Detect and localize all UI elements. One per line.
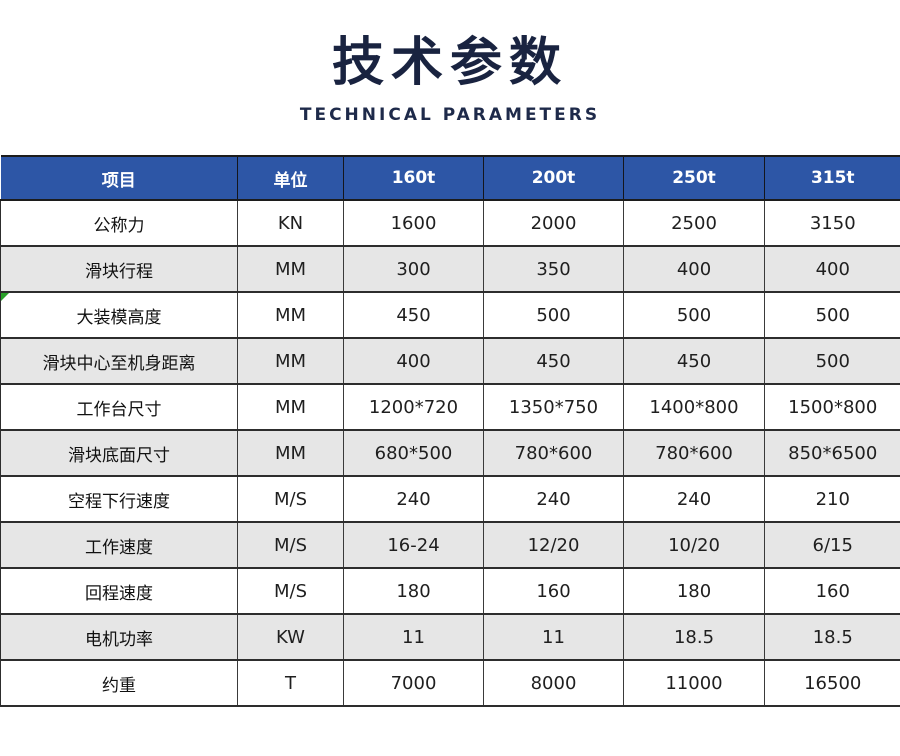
row-label: 公称力 (0, 199, 238, 247)
value-cell: 210 (764, 475, 900, 523)
value-cell: 850*6500 (764, 429, 900, 477)
cell-corner-marker-icon (1, 293, 9, 301)
row-label: 约重 (0, 659, 238, 707)
value-cell: 11 (483, 613, 624, 661)
value-cell: 780*600 (623, 429, 765, 477)
row-label: 大装模高度 (0, 291, 238, 339)
value-cell: 400 (343, 337, 484, 385)
value-cell: 180 (343, 567, 484, 615)
table-row: 工作速度 M/S 16-24 12/20 10/20 6/15 (0, 521, 900, 569)
value-cell: 300 (343, 245, 484, 293)
value-cell: 1200*720 (343, 383, 484, 431)
table-header-row: 项目 单位 160t 200t 250t 315t (0, 156, 900, 201)
value-cell: 10/20 (623, 521, 765, 569)
table-row: 滑块行程 MM 300 350 400 400 (0, 245, 900, 293)
row-label: 空程下行速度 (0, 475, 238, 523)
value-cell: 2500 (623, 199, 765, 247)
unit-cell: MM (237, 337, 344, 385)
value-cell: 12/20 (483, 521, 624, 569)
unit-cell: KN (237, 199, 344, 247)
row-label: 工作速度 (0, 521, 238, 569)
column-header-250t: 250t (623, 156, 765, 201)
column-header-unit: 单位 (237, 156, 344, 201)
value-cell: 240 (343, 475, 484, 523)
value-cell: 11000 (623, 659, 765, 707)
row-label: 滑块底面尺寸 (0, 429, 238, 477)
value-cell: 18.5 (623, 613, 765, 661)
table-row: 约重 T 7000 8000 11000 16500 (0, 659, 900, 707)
value-cell: 400 (764, 245, 900, 293)
value-cell: 240 (483, 475, 624, 523)
unit-cell: MM (237, 429, 344, 477)
table-row: 大装模高度 MM 450 500 500 500 (0, 291, 900, 339)
column-header-200t: 200t (483, 156, 624, 201)
value-cell: 500 (483, 291, 624, 339)
page-heading: 技术参数 TECHNICAL PARAMETERS (0, 33, 900, 125)
column-header-160t: 160t (343, 156, 484, 201)
value-cell: 500 (764, 337, 900, 385)
technical-parameters-table: 项目 单位 160t 200t 250t 315t 公称力 KN 1600 2000 2… (0, 155, 900, 707)
row-label: 工作台尺寸 (0, 383, 238, 431)
value-cell: 8000 (483, 659, 624, 707)
unit-cell: M/S (237, 567, 344, 615)
value-cell: 180 (623, 567, 765, 615)
row-label: 电机功率 (0, 613, 238, 661)
unit-cell: MM (237, 245, 344, 293)
value-cell: 350 (483, 245, 624, 293)
value-cell: 1500*800 (764, 383, 900, 431)
value-cell: 18.5 (764, 613, 900, 661)
table-row: 电机功率 KW 11 11 18.5 18.5 (0, 613, 900, 661)
table-row: 滑块底面尺寸 MM 680*500 780*600 780*600 850*6500 (0, 429, 900, 477)
value-cell: 1400*800 (623, 383, 765, 431)
value-cell: 7000 (343, 659, 484, 707)
table-row: 公称力 KN 1600 2000 2500 3150 (0, 199, 900, 247)
value-cell: 240 (623, 475, 765, 523)
row-label: 回程速度 (0, 567, 238, 615)
unit-cell: MM (237, 291, 344, 339)
value-cell: 2000 (483, 199, 624, 247)
value-cell: 16500 (764, 659, 900, 707)
value-cell: 1600 (343, 199, 484, 247)
unit-cell: T (237, 659, 344, 707)
table-row: 滑块中心至机身距离 MM 400 450 450 500 (0, 337, 900, 385)
table-row: 回程速度 M/S 180 160 180 160 (0, 567, 900, 615)
value-cell: 500 (764, 291, 900, 339)
value-cell: 3150 (764, 199, 900, 247)
value-cell: 680*500 (343, 429, 484, 477)
unit-cell: KW (237, 613, 344, 661)
table-row: 空程下行速度 M/S 240 240 240 210 (0, 475, 900, 523)
value-cell: 500 (623, 291, 765, 339)
value-cell: 6/15 (764, 521, 900, 569)
value-cell: 1350*750 (483, 383, 624, 431)
value-cell: 160 (764, 567, 900, 615)
table-header: 项目 单位 160t 200t 250t 315t (0, 156, 900, 201)
value-cell: 450 (623, 337, 765, 385)
column-header-item: 项目 (0, 156, 238, 201)
row-label: 滑块中心至机身距离 (0, 337, 238, 385)
table-row: 工作台尺寸 MM 1200*720 1350*750 1400*800 1500*800 (0, 383, 900, 431)
value-cell: 11 (343, 613, 484, 661)
unit-cell: MM (237, 383, 344, 431)
page-subtitle: TECHNICAL PARAMETERS (299, 104, 601, 125)
table-body: 公称力 KN 1600 2000 2500 3150 滑块行程 MM 300 350 400 400 大… (0, 199, 900, 707)
row-label: 滑块行程 (0, 245, 238, 293)
value-cell: 400 (623, 245, 765, 293)
page-title: 技术参数 (331, 33, 568, 93)
column-header-315t: 315t (764, 156, 900, 201)
unit-cell: M/S (237, 475, 344, 523)
value-cell: 160 (483, 567, 624, 615)
value-cell: 450 (483, 337, 624, 385)
value-cell: 16-24 (343, 521, 484, 569)
value-cell: 450 (343, 291, 484, 339)
value-cell: 780*600 (483, 429, 624, 477)
unit-cell: M/S (237, 521, 344, 569)
